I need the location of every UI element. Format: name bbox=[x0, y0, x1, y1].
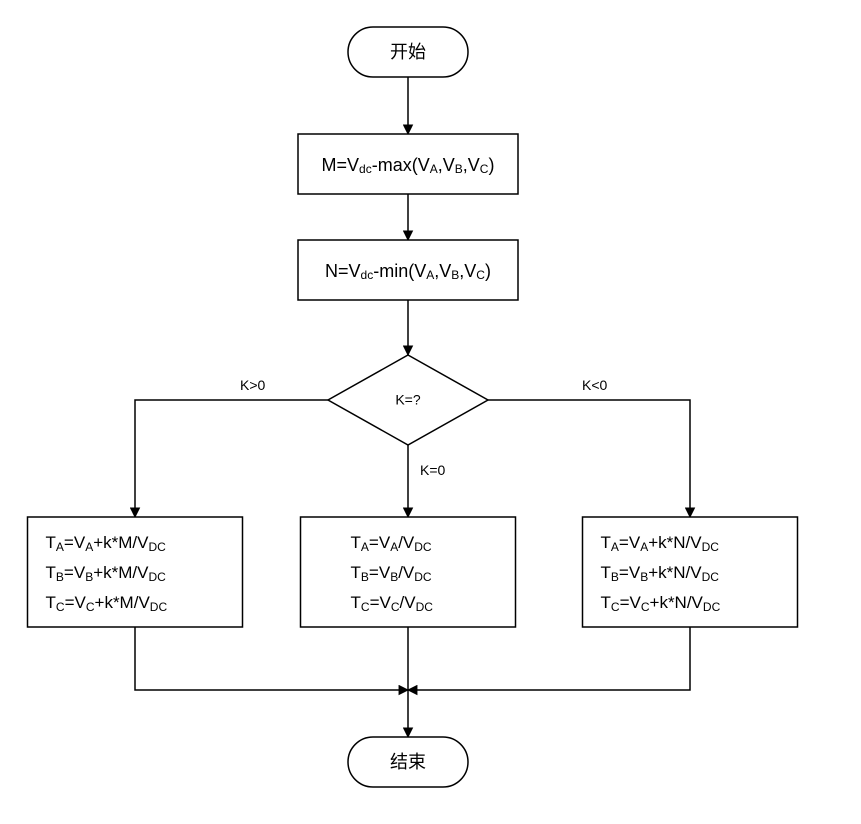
node-branchC: TA=VA/VDCTB=VB/VDCTC=VC/VDC bbox=[301, 517, 516, 627]
node-branchR: TA=VA+k*N/VDCTB=VB+k*N/VDCTC=VC+k*N/VDC bbox=[583, 517, 798, 627]
label-branchL-line0: TA=VA+k*M/VDC bbox=[46, 533, 167, 554]
node-start: 开始 bbox=[348, 27, 468, 77]
label-calcM: M=Vdc-max(VA,VB,VC) bbox=[322, 155, 495, 176]
edge-label-K<0: K<0 bbox=[582, 377, 608, 393]
node-end: 结束 bbox=[348, 737, 468, 787]
edge-decision-branchL bbox=[135, 400, 328, 517]
label-branchL-line1: TB=VB+k*M/VDC bbox=[46, 563, 167, 584]
label-calcN: N=Vdc-min(VA,VB,VC) bbox=[325, 261, 491, 282]
edge-label-K=0: K=0 bbox=[420, 462, 446, 478]
label-decision: K=? bbox=[395, 392, 421, 408]
label-start: 开始 bbox=[390, 42, 426, 62]
node-calcN: N=Vdc-min(VA,VB,VC) bbox=[298, 240, 518, 300]
label-end: 结束 bbox=[390, 752, 426, 772]
node-calcM: M=Vdc-max(VA,VB,VC) bbox=[298, 134, 518, 194]
label-branchR-line0: TA=VA+k*N/VDC bbox=[601, 533, 720, 554]
edge-label-K>0: K>0 bbox=[240, 377, 266, 393]
edge-branchL-merge bbox=[135, 627, 408, 690]
flowchart-canvas: K>0 K=0 K<0 开始结束 M=Vdc-max(VA,VB,VC) N=Vdc-m… bbox=[0, 0, 861, 824]
edge-decision-branchR bbox=[488, 400, 690, 517]
node-decision: K=? bbox=[328, 355, 488, 445]
label-branchL-line2: TC=VC+k*M/VDC bbox=[46, 593, 168, 614]
edge-branchR-merge bbox=[408, 627, 690, 690]
nodes-layer: 开始结束 M=Vdc-max(VA,VB,VC) N=Vdc-min(VA,VB,V… bbox=[28, 27, 798, 787]
node-branchL: TA=VA+k*M/VDC TB=VB+k*M/VDC TC=VC+k*M/VDC bbox=[28, 517, 243, 627]
label-branchR-line1: TB=VB+k*N/VDC bbox=[601, 563, 720, 584]
